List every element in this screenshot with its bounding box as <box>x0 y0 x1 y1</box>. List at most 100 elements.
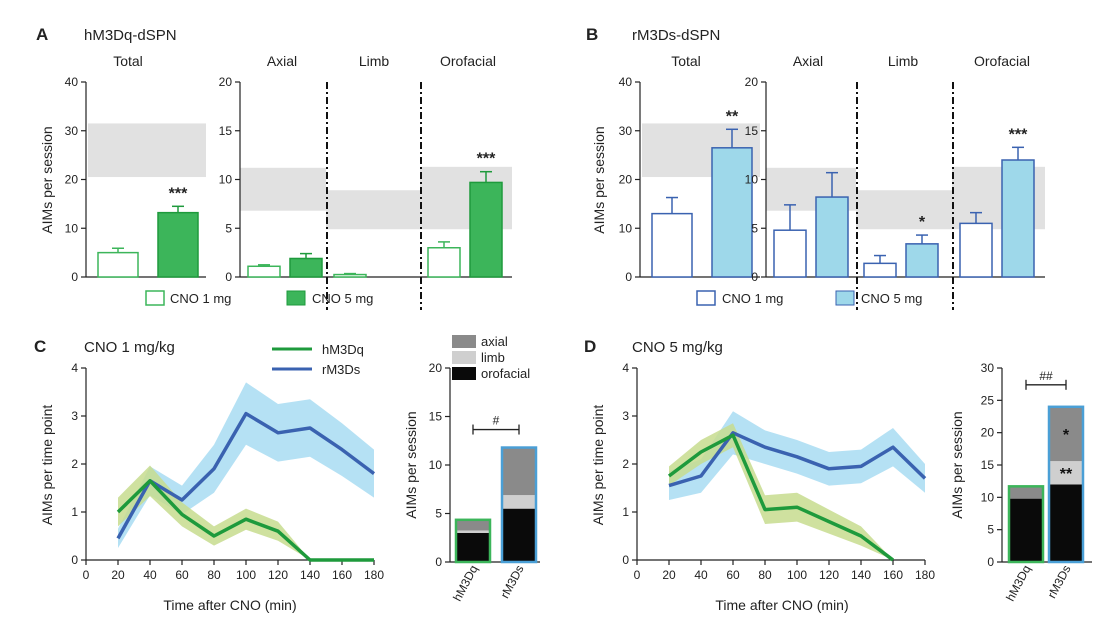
b-limb-bar <box>905 243 939 278</box>
b-total-annotation: ** <box>726 108 739 125</box>
a-total-y-tick-label: 0 <box>71 270 78 284</box>
d-x-tick-label: 100 <box>787 568 807 582</box>
legend-a-cno1-label: CNO 1 mg <box>170 291 231 306</box>
a-total-bar <box>157 211 199 278</box>
b-orofacial-bar <box>1001 159 1035 278</box>
c-y-tick-label: 4 <box>71 361 78 375</box>
c-rm3ds-bar-outline <box>500 446 538 564</box>
legend-a-cno5-swatch <box>286 290 306 306</box>
d-x-tick-label: 120 <box>819 568 839 582</box>
stack-legend-axial-swatch <box>452 335 476 348</box>
b-limb-band <box>856 190 952 230</box>
c-category-label: hM3Dq <box>450 563 481 604</box>
d-rm3ds-axial-segment <box>1049 406 1083 462</box>
d-stack-y-tick-label: 10 <box>981 490 995 504</box>
c-y-tick-label: 2 <box>71 457 78 471</box>
c-stack-y-tick-label: 5 <box>435 507 442 521</box>
c-x-tick-label: 80 <box>207 568 221 582</box>
c-hm3dq-error-band <box>118 465 374 560</box>
ylabel-d: AIMs per time point <box>590 405 606 526</box>
legend-b-cno1-label: CNO 1 mg <box>722 291 783 306</box>
panel-title-d: CNO 5 mg/kg <box>632 339 723 356</box>
d-stack-y-tick-label: 30 <box>981 361 995 375</box>
c-comparison-label: # <box>493 414 500 428</box>
panel-label-c: C <box>34 337 46 356</box>
subtitle-b-orofacial: Orofacial <box>974 53 1030 69</box>
c-hm3dq-bar-outline <box>454 518 492 564</box>
d-category-label: hM3Dq <box>1003 563 1034 604</box>
subtitle-b-total: Total <box>671 53 701 69</box>
a-orofacial-bar <box>427 247 461 278</box>
d-stack-y-tick-label: 0 <box>987 555 994 569</box>
c-x-tick-label: 20 <box>111 568 125 582</box>
xlabel-c: Time after CNO (min) <box>163 597 296 613</box>
d-rm3ds-limb-annotation: ** <box>1060 466 1073 483</box>
panel-label-d: D <box>584 337 596 356</box>
c-x-tick-label: 100 <box>236 568 256 582</box>
subtitle-a-axial: Axial <box>267 53 297 69</box>
a-regions-y-tick-label: 15 <box>219 124 233 138</box>
b-axial-bar <box>815 196 849 278</box>
b-orofacial-bar <box>959 222 993 278</box>
b-total-y-tick-label: 20 <box>619 173 633 187</box>
ylabel-c: AIMs per time point <box>39 405 55 526</box>
d-rm3ds-limb-segment <box>1049 461 1083 485</box>
a-limb-bar <box>333 273 367 278</box>
legend-a-cno1-swatch <box>145 290 165 306</box>
c-y-tick-label: 3 <box>71 409 78 423</box>
c-x-tick-label: 40 <box>143 568 157 582</box>
b-total-y-tick-label: 40 <box>619 75 633 89</box>
legend-rm3ds-label: rM3Ds <box>322 362 361 377</box>
c-hm3dq-line <box>116 479 374 562</box>
plots: 010203040***05101520***010203040**051015… <box>65 75 1092 604</box>
a-total-y-tick-label: 40 <box>65 75 79 89</box>
d-y-tick-label: 1 <box>622 505 629 519</box>
b-axial-bar <box>773 229 807 278</box>
stack-legend-axial-label: axial <box>481 334 508 349</box>
b-regions-y-tick-label: 20 <box>745 75 759 89</box>
panel-label-b: B <box>586 25 598 44</box>
d-stack-y-tick-label: 15 <box>981 458 995 472</box>
c-stack-y-tick-label: 15 <box>429 410 443 424</box>
ylabel-b: AIMs per session <box>591 126 607 233</box>
c-hm3dq-orofacial-segment <box>456 532 490 562</box>
d-stack-y-tick-label: 20 <box>981 426 995 440</box>
a-total-y-tick-label: 20 <box>65 173 79 187</box>
a-regions-y-tick-label: 20 <box>219 75 233 89</box>
c-y-tick-label: 1 <box>71 505 78 519</box>
b-orofacial-annotation: *** <box>1009 126 1028 143</box>
b-regions-y-tick-label: 0 <box>751 270 758 284</box>
c-category-label: rM3Ds <box>498 563 527 601</box>
d-comparison-label: ## <box>1039 369 1053 383</box>
subtitle-b-axial: Axial <box>793 53 823 69</box>
a-regions-y-tick-label: 10 <box>219 173 233 187</box>
c-stack-y-tick-label: 20 <box>429 361 443 375</box>
d-stack-y-tick-label: 25 <box>981 393 995 407</box>
d-rm3ds-bar-outline <box>1047 405 1085 564</box>
c-x-tick-label: 180 <box>364 568 384 582</box>
d-rm3ds-orofacial-segment <box>1049 484 1083 562</box>
c-rm3ds-axial-segment <box>502 447 536 496</box>
c-hm3dq-axial-segment <box>456 519 490 531</box>
stack-legend-limb-swatch <box>452 351 476 364</box>
a-axial-band <box>240 167 326 211</box>
stack-legend-orofacial-swatch <box>452 367 476 380</box>
a-axial-bar <box>289 257 323 278</box>
d-x-tick-label: 20 <box>662 568 676 582</box>
b-limb-annotation: * <box>919 214 926 231</box>
legend-b-cno1-swatch <box>696 290 716 306</box>
d-hm3dq-bar-outline <box>1007 485 1045 564</box>
b-regions-y-tick-label: 15 <box>745 124 759 138</box>
a-regions-y-tick-label: 0 <box>225 270 232 284</box>
ylabel-d-stack: AIMs per session <box>949 411 965 518</box>
d-y-tick-label: 0 <box>622 553 629 567</box>
a-total-y-tick-label: 10 <box>65 221 79 235</box>
legend-b-cno5-swatch <box>835 290 855 306</box>
a-limb-band <box>326 190 420 230</box>
subtitle-a-total: Total <box>113 53 143 69</box>
a-total-bar <box>97 251 139 278</box>
d-category-label: rM3Ds <box>1045 563 1074 601</box>
b-limb-bar <box>863 262 897 278</box>
c-hm3dq-limb-segment <box>456 530 490 533</box>
